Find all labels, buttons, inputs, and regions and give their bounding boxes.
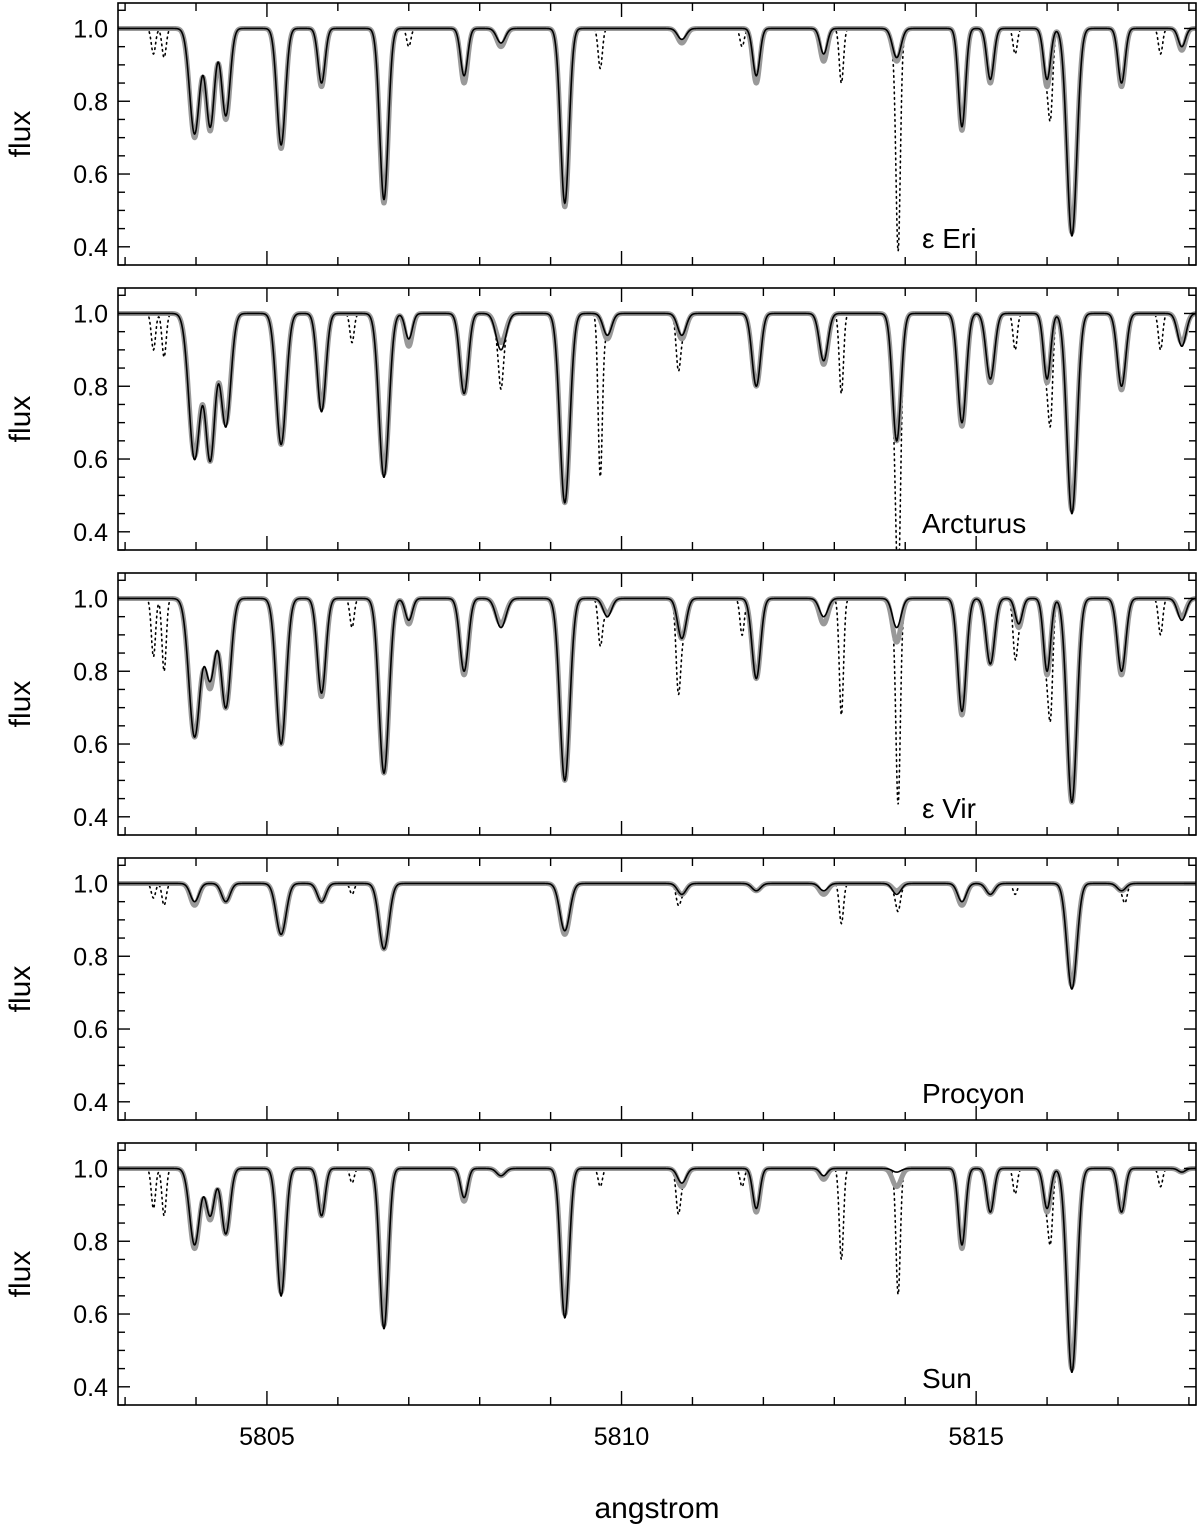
model-spectrum-line [118, 882, 1196, 990]
panel-frame [117, 2, 1197, 266]
panel-frame [117, 572, 1197, 836]
y-axis-label: flux [4, 396, 37, 443]
x-tick-label: 5815 [948, 1423, 1004, 1451]
y-axis-label: flux [4, 111, 37, 158]
y-tick-label: 1.0 [73, 585, 108, 613]
y-tick-label: 0.4 [73, 804, 108, 832]
star-name-label: ε Vir [922, 793, 976, 824]
model-spectrum-line [118, 1167, 1196, 1373]
y-tick-label: 0.4 [73, 1089, 108, 1117]
spectra-panels: 0.4 0.6 0.8 1.0 flux ε Eri 0.4 0.6 0.8 1.0 flux Arc… [4, 2, 1197, 1451]
y-tick-label: 1.0 [73, 300, 108, 328]
y-axis-label: flux [4, 681, 37, 728]
panel-frame [117, 1142, 1197, 1406]
y-tick-label: 1.0 [73, 870, 108, 898]
y-tick-label: 0.4 [73, 1374, 108, 1402]
star-name-label: ε Eri [922, 223, 976, 254]
spectrum-panel: 0.4 0.6 0.8 1.0 flux Procyon [4, 857, 1197, 1121]
y-tick-label: 0.8 [73, 943, 108, 971]
spectrum-panel: 0.4 0.6 0.8 1.0 flux Arcturus [4, 287, 1197, 551]
x-tick-label: 5805 [239, 1423, 295, 1451]
panel-frame [117, 287, 1197, 551]
y-tick-label: 0.8 [73, 88, 108, 116]
y-axis-label: flux [4, 1251, 37, 1298]
y-tick-label: 0.4 [73, 519, 108, 547]
y-tick-label: 0.6 [73, 1016, 108, 1044]
model-spectrum-line [118, 597, 1196, 803]
y-tick-label: 0.8 [73, 1228, 108, 1256]
model-spectrum-line [118, 27, 1196, 237]
x-tick-label: 5810 [594, 1423, 650, 1451]
y-axis-label: flux [4, 966, 37, 1013]
y-tick-label: 0.8 [73, 373, 108, 401]
y-tick-label: 0.6 [73, 1301, 108, 1329]
panel-frame [117, 857, 1197, 1121]
y-tick-label: 0.4 [73, 234, 108, 262]
star-name-label: Sun [922, 1363, 972, 1394]
spectrum-panel: 0.4 0.6 0.8 1.0 flux ε Vir [4, 572, 1197, 836]
y-tick-label: 0.8 [73, 658, 108, 686]
y-tick-label: 1.0 [73, 15, 108, 43]
model-spectrum-line [118, 312, 1196, 515]
telluric-spectrum-line [118, 312, 1196, 550]
y-tick-label: 0.6 [73, 446, 108, 474]
spectrum-panel: 0.4 0.6 0.8 1.0 flux Sun [4, 1142, 1197, 1406]
observed-spectrum-line [118, 595, 1196, 805]
y-tick-label: 0.6 [73, 731, 108, 759]
telluric-spectrum-line [118, 597, 1196, 805]
observed-spectrum-line [118, 1165, 1196, 1372]
star-name-label: Arcturus [922, 508, 1026, 539]
spectrum-panel: 0.4 0.6 0.8 1.0 flux ε Eri [4, 2, 1197, 266]
observed-spectrum-line [118, 310, 1196, 513]
y-tick-label: 1.0 [73, 1155, 108, 1183]
observed-spectrum-line [118, 880, 1196, 988]
y-tick-label: 0.6 [73, 161, 108, 189]
star-name-label: Procyon [922, 1078, 1025, 1109]
x-axis-label: angstrom [594, 1492, 719, 1525]
